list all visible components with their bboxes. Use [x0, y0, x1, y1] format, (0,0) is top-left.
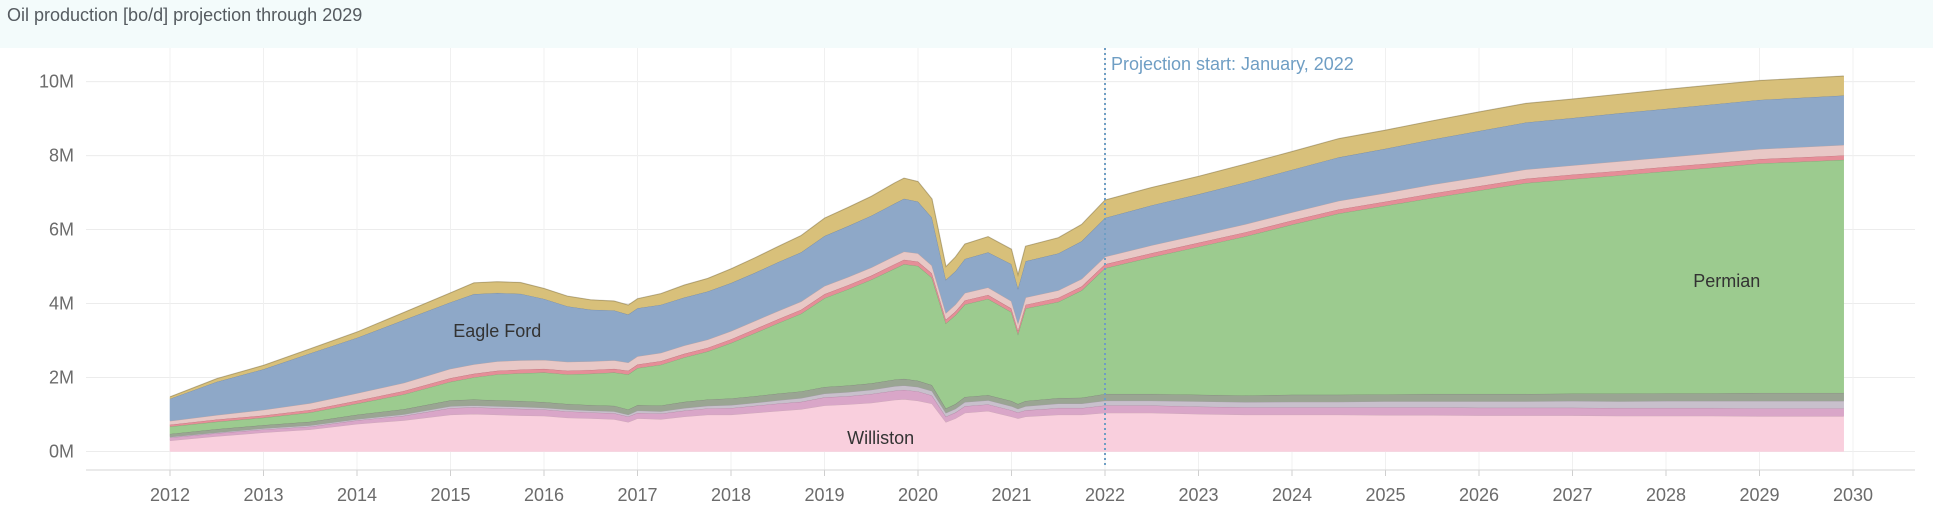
- x-tick-label: 2021: [991, 485, 1031, 505]
- region-label-eagle-ford: Eagle Ford: [453, 321, 541, 341]
- region-labels: Eagle Ford Williston Permian: [453, 271, 1760, 448]
- x-tick-label: 2019: [804, 485, 844, 505]
- x-tick-label: 2022: [1085, 485, 1125, 505]
- x-tick-label: 2028: [1646, 485, 1686, 505]
- y-tick-label: 10M: [39, 72, 74, 92]
- annotations: Projection start: January, 2022: [1104, 48, 1354, 468]
- x-tick-label: 2025: [1365, 485, 1405, 505]
- x-tick-label: 2015: [430, 485, 470, 505]
- y-tick-label: 6M: [49, 220, 74, 240]
- x-tick-label: 2014: [337, 485, 377, 505]
- projection-start-label: Projection start: January, 2022: [1111, 54, 1354, 74]
- title-bar: Oil production [bo/d] projection through…: [0, 0, 1933, 48]
- x-tick-label: 2020: [898, 485, 938, 505]
- x-tick-label: 2017: [617, 485, 657, 505]
- x-tick-label: 2016: [524, 485, 564, 505]
- y-tick-label: 8M: [49, 146, 74, 166]
- y-axis: 0M 2M 4M 6M 8M 10M: [39, 72, 74, 462]
- y-tick-label: 4M: [49, 294, 74, 314]
- x-tick-label: 2027: [1552, 485, 1592, 505]
- x-tick-label: 2018: [711, 485, 751, 505]
- x-tick-label: 2013: [243, 485, 283, 505]
- x-tick-label: 2030: [1833, 485, 1873, 505]
- area-other: [169, 75, 1844, 399]
- x-tick-label: 2023: [1178, 485, 1218, 505]
- x-tick-label: 2029: [1739, 485, 1779, 505]
- region-label-williston: Williston: [847, 428, 914, 448]
- area-edge-other: [169, 75, 1844, 398]
- x-axis: 2012 2013 2014 2015 2016 2017 2018 2019 2020 2021…: [86, 469, 1915, 505]
- y-tick-label: 2M: [49, 368, 74, 388]
- x-tick-label: 2012: [150, 485, 190, 505]
- x-tick-label: 2024: [1272, 485, 1312, 505]
- stacked-areas: [169, 75, 1844, 452]
- region-label-permian: Permian: [1693, 271, 1760, 291]
- chart-title: Oil production [bo/d] projection through…: [7, 5, 363, 25]
- x-tick-label: 2026: [1459, 485, 1499, 505]
- y-tick-label: 0M: [49, 442, 74, 462]
